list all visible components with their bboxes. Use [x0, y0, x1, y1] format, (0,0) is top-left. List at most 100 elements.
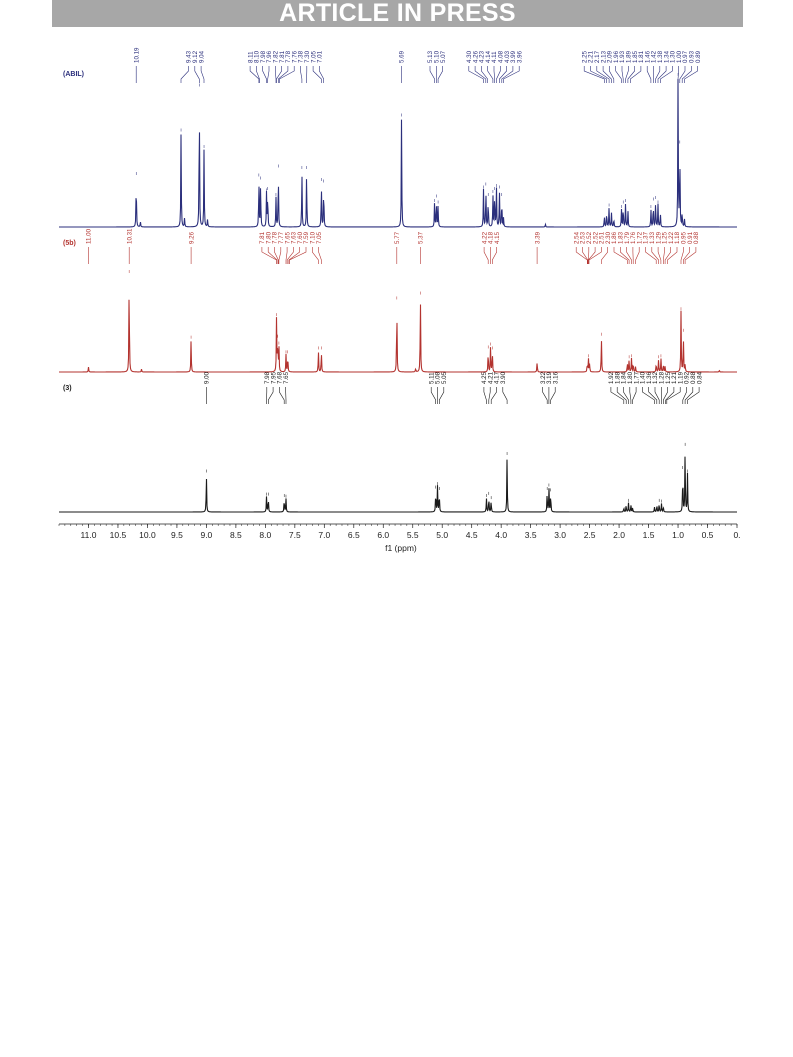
peak-leader — [274, 247, 279, 264]
peak-label: 1.42 — [651, 50, 658, 63]
x-tick-label: 2.5 — [584, 530, 596, 540]
peak-label: 1.38 — [657, 50, 664, 63]
peak-leader — [200, 66, 205, 83]
x-tick-label: 9.5 — [171, 530, 183, 540]
x-tick-label: 8.0 — [259, 530, 271, 540]
peak-label: 9.26 — [188, 231, 195, 244]
peak-leader — [646, 66, 652, 83]
x-tick-label: 1.0 — [672, 530, 684, 540]
peak-leader — [619, 247, 630, 264]
peak-label: 3.39 — [534, 231, 541, 244]
peak-label: 2.52 — [586, 231, 593, 244]
peak-label: 1.25 — [662, 231, 669, 244]
peak-leader — [635, 247, 640, 264]
peak-leader — [274, 66, 277, 83]
peak-leader — [261, 247, 277, 264]
peak-leader — [496, 66, 501, 83]
peak-leader — [632, 387, 637, 404]
peak-label: 1.72 — [636, 231, 643, 244]
peak-leader — [627, 66, 635, 83]
peak-leader — [616, 387, 627, 404]
peak-leader — [180, 66, 189, 83]
peak-label: 4.25 — [481, 371, 488, 384]
peak-leader — [194, 66, 200, 83]
peak-leader — [626, 247, 632, 264]
peak-leader — [657, 247, 662, 264]
peak-label: 2.25 — [581, 50, 588, 63]
peak-leader — [588, 247, 596, 264]
peak-leader — [660, 66, 673, 83]
peak-leader — [276, 66, 282, 83]
peak-label: 7.98 — [264, 371, 271, 384]
series-name: (ABIL) — [63, 71, 84, 78]
peak-leader — [684, 66, 698, 83]
peak-leader — [267, 66, 270, 83]
peak-leader — [267, 387, 274, 404]
peak-leader — [682, 387, 687, 404]
peak-label: 0.88 — [690, 371, 697, 384]
peak-label: 7.30 — [304, 50, 311, 63]
peak-leader — [501, 66, 514, 83]
peak-label: 2.09 — [607, 50, 614, 63]
peak-label: 1.36 — [646, 371, 653, 384]
peak-leader — [682, 247, 690, 264]
peak-label: 3.19 — [546, 371, 553, 384]
peak-leader — [582, 247, 589, 264]
peak-leader — [278, 247, 282, 264]
x-tick-label: 5.5 — [407, 530, 419, 540]
x-tick-label: 8.5 — [230, 530, 242, 540]
peak-leader — [687, 387, 700, 404]
peak-leader — [681, 66, 692, 83]
peak-leader — [474, 66, 487, 83]
x-tick-label: 3.0 — [554, 530, 566, 540]
peak-label: 9.00 — [204, 371, 211, 384]
x-tick-label: 10.5 — [110, 530, 127, 540]
peak-label: 2.52 — [592, 231, 599, 244]
peak-leader — [542, 387, 548, 404]
peak-leader — [491, 247, 498, 264]
peak-label: 7.78 — [285, 50, 292, 63]
peak-leader — [657, 66, 667, 83]
peak-leader — [430, 387, 437, 404]
x-tick-label: 4.0 — [495, 530, 507, 540]
peak-leader — [609, 66, 615, 83]
peak-leader — [285, 247, 288, 264]
peak-leader — [279, 387, 285, 404]
peak-label: 1.81 — [638, 50, 645, 63]
peak-label: 1.37 — [643, 231, 650, 244]
peak-label: 7.78 — [272, 231, 279, 244]
peak-leader — [629, 66, 642, 83]
peak-label: 7.59 — [303, 231, 310, 244]
peak-label: 1.93 — [619, 50, 626, 63]
x-tick-label: 11.0 — [81, 530, 97, 540]
peak-label: 7.68 — [277, 371, 284, 384]
peak-leader — [680, 247, 684, 264]
x-tick-label: 3.5 — [525, 530, 537, 540]
x-tick-label: 7.5 — [289, 530, 301, 540]
peak-label: 7.80 — [265, 231, 272, 244]
peak-label: 7.38 — [298, 50, 305, 63]
peak-label: 1.83 — [618, 231, 625, 244]
peak-leader — [655, 66, 661, 83]
peak-label: 7.81 — [259, 231, 266, 244]
peak-label: 9.04 — [198, 50, 205, 63]
peak-leader — [483, 247, 489, 264]
peak-leader — [279, 66, 295, 83]
peak-leader — [596, 66, 610, 83]
peak-label: 5.10 — [434, 50, 441, 63]
peak-label: 1.89 — [626, 50, 633, 63]
peak-label: 4.08 — [498, 50, 505, 63]
peak-label: 4.17 — [494, 371, 501, 384]
peak-label: 0.95 — [681, 231, 688, 244]
peak-leader — [679, 66, 686, 83]
peak-label: 1.19 — [677, 371, 684, 384]
peak-label: 3.96 — [516, 50, 523, 63]
peak-label: 1.21 — [671, 371, 678, 384]
x-tick-label: 10.0 — [139, 530, 156, 540]
peak-label: 2.54 — [573, 231, 580, 244]
peak-label: 2.30 — [605, 231, 612, 244]
peak-leader — [502, 387, 508, 404]
peak-label: 5.08 — [435, 371, 442, 384]
peak-leader — [583, 66, 605, 83]
